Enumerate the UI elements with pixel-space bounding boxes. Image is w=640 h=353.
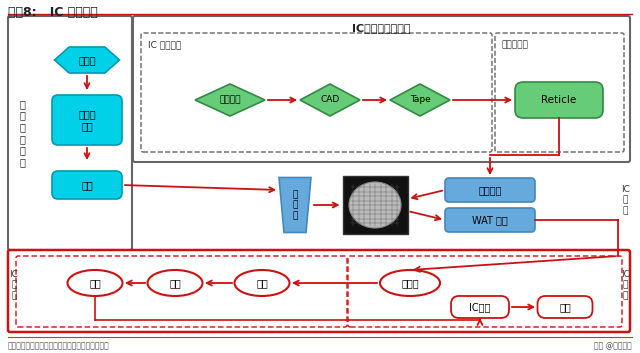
Text: 图表8:   IC 制造流程: 图表8: IC 制造流程: [8, 6, 98, 19]
FancyBboxPatch shape: [52, 95, 122, 145]
Text: 资料来源：晶方科技招股说明书，华泰证券研究所: 资料来源：晶方科技招股说明书，华泰证券研究所: [8, 341, 109, 350]
Text: 清洗: 清洗: [81, 180, 93, 190]
Text: Tape: Tape: [410, 96, 430, 104]
FancyBboxPatch shape: [445, 178, 535, 202]
Text: 打线: 打线: [169, 278, 181, 288]
Polygon shape: [54, 47, 120, 73]
FancyBboxPatch shape: [445, 208, 535, 232]
Ellipse shape: [380, 270, 440, 296]
Polygon shape: [279, 178, 311, 233]
Polygon shape: [300, 84, 360, 116]
Text: 品片测: 品片测: [401, 278, 419, 288]
Polygon shape: [390, 84, 450, 116]
FancyBboxPatch shape: [538, 296, 593, 318]
Text: IC
封
装: IC 封 装: [10, 270, 19, 300]
FancyBboxPatch shape: [8, 250, 630, 332]
Text: IC 设计中心: IC 设计中心: [148, 40, 181, 49]
Text: 封装: 封装: [89, 278, 101, 288]
Text: IC
测
试: IC 测 试: [621, 270, 630, 300]
Ellipse shape: [147, 270, 202, 296]
Polygon shape: [195, 84, 265, 116]
FancyBboxPatch shape: [342, 176, 408, 234]
Text: 晶
圆
材
料
制
备: 晶 圆 材 料 制 备: [19, 99, 25, 167]
Text: WAT 测试: WAT 测试: [472, 215, 508, 225]
FancyBboxPatch shape: [451, 296, 509, 318]
FancyBboxPatch shape: [52, 171, 122, 199]
Text: 硅原料: 硅原料: [78, 55, 96, 65]
Text: IC测试: IC测试: [469, 302, 491, 312]
FancyBboxPatch shape: [515, 82, 603, 118]
Text: 基
片
投: 基 片 投: [292, 190, 298, 220]
Text: 老化: 老化: [559, 302, 571, 312]
Text: 头条 @未来智库: 头条 @未来智库: [595, 341, 632, 350]
Ellipse shape: [234, 270, 289, 296]
Ellipse shape: [67, 270, 122, 296]
FancyBboxPatch shape: [133, 16, 630, 162]
Text: 拉单晶
切割: 拉单晶 切割: [78, 109, 96, 131]
Ellipse shape: [349, 182, 401, 228]
Text: IC设计和光罩制造: IC设计和光罩制造: [352, 23, 411, 33]
Text: 掩膜投入: 掩膜投入: [478, 185, 502, 195]
FancyBboxPatch shape: [8, 16, 132, 250]
Text: 掩膜制作厂: 掩膜制作厂: [502, 40, 529, 49]
Text: 切割: 切割: [256, 278, 268, 288]
Text: 电路设计: 电路设计: [220, 96, 241, 104]
Text: CAD: CAD: [321, 96, 340, 104]
Text: IC
制
造: IC 制 造: [621, 185, 630, 215]
Text: Reticle: Reticle: [541, 95, 577, 105]
